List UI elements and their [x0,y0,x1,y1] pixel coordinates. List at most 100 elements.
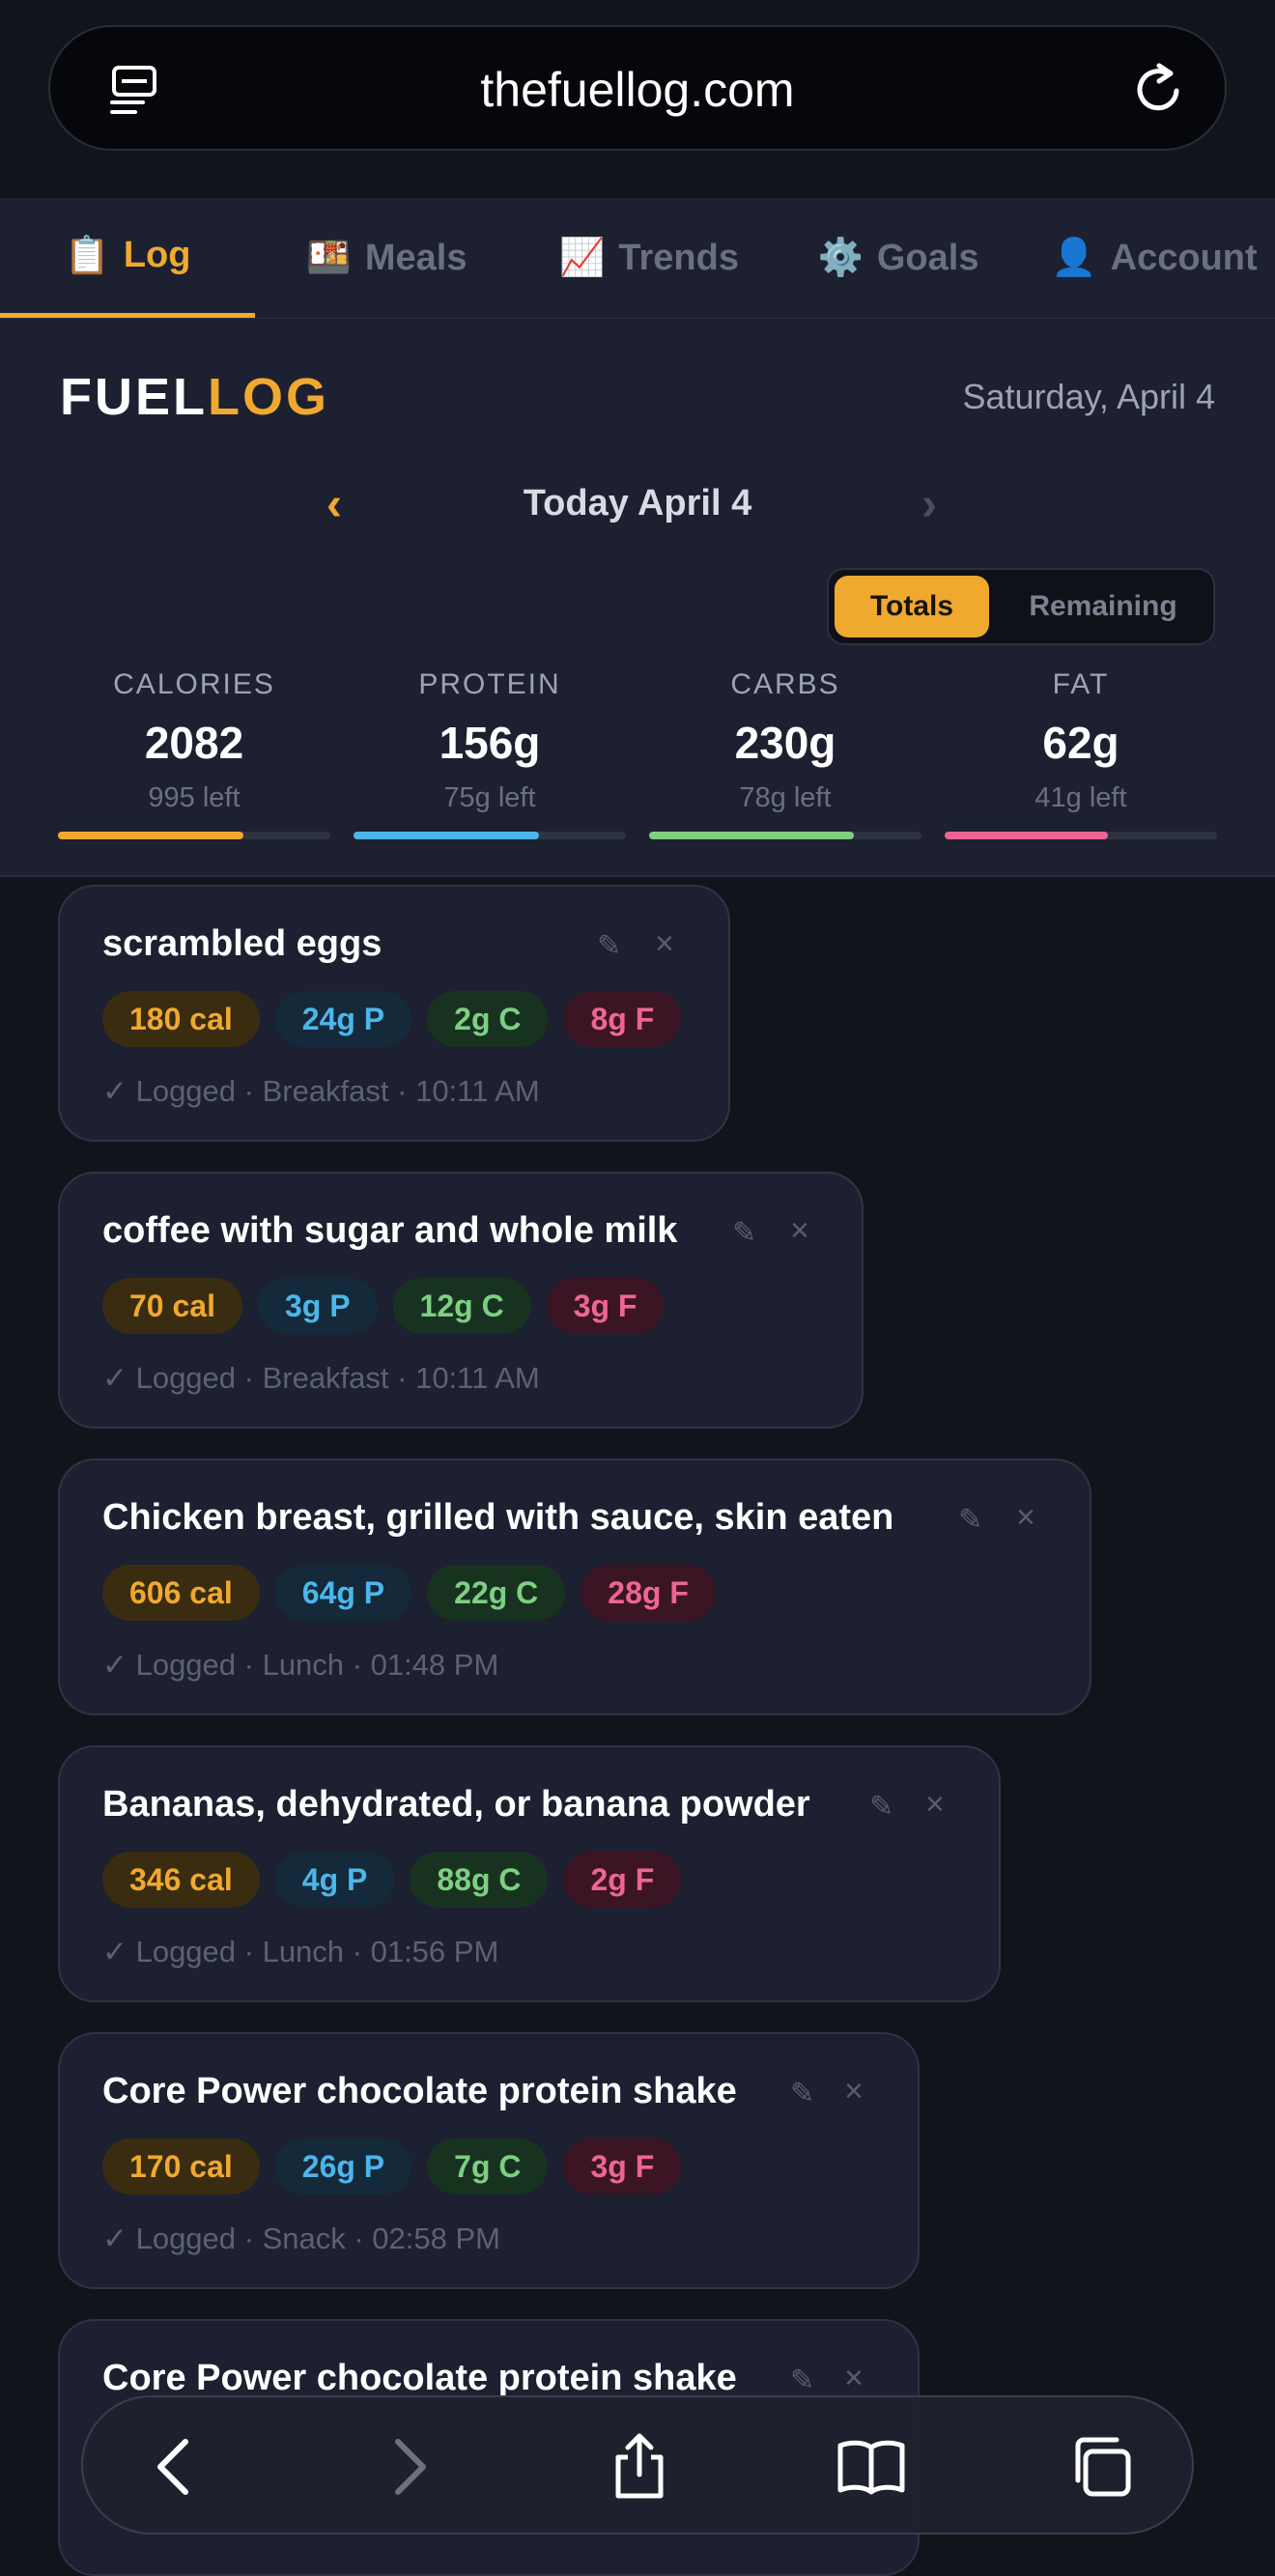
fat-chip: 3g F [546,1278,665,1334]
protein-chip: 64g P [274,1565,412,1621]
entry-name: Chicken breast, grilled with sauce, skin… [102,1497,894,1538]
macro-chips: 606 cal 64g P 22g C 28g F [102,1565,716,1621]
brand-logo: FUELLOG [60,367,329,427]
food-entry-card[interactable]: Chicken breast, grilled with sauce, skin… [58,1458,1091,1715]
entry-name: Bananas, dehydrated, or banana powder [102,1784,810,1825]
bento-icon: 🍱 [305,238,352,278]
progress-bar [649,832,921,839]
edit-icon[interactable]: ✎ [790,2078,815,2109]
calories-chip: 180 cal [102,991,260,1047]
food-entry-card[interactable]: coffee with sugar and whole milk ✎ × 70 … [58,1172,864,1429]
delete-icon[interactable]: × [790,1212,809,1249]
fat-chip: 8g F [563,991,682,1047]
delete-icon[interactable]: × [844,2360,864,2396]
stat-remaining: 995 left [148,782,241,813]
back-icon[interactable] [141,2432,211,2502]
stat-remaining: 75g left [443,782,536,813]
carbs-chip: 7g C [427,2138,549,2194]
protein-chip: 3g P [257,1278,378,1334]
tab-label: Goals [876,237,979,278]
tab-label: Meals [364,237,468,278]
progress-fill [354,832,539,839]
stat-calories: CALORIES 2082 995 left [58,668,330,839]
calories-chip: 346 cal [102,1852,260,1908]
entry-name: coffee with sugar and whole milk [102,1210,678,1251]
progress-bar [58,832,330,839]
progress-bar [354,832,626,839]
stat-protein: PROTEIN 156g 75g left [354,668,626,839]
edit-icon[interactable]: ✎ [958,1504,983,1536]
tab-goals[interactable]: ⚙️ Goals [792,198,1005,318]
tab-label: Trends [618,237,739,278]
stat-value: 62g [1042,718,1119,768]
delete-icon[interactable]: × [844,2073,864,2109]
edit-icon[interactable]: ✎ [732,1217,757,1249]
clipboard-icon: 📋 [64,235,110,276]
tab-log[interactable]: 📋 Log [0,198,255,318]
browser-toolbar [81,2395,1194,2534]
stat-value: 230g [734,718,836,768]
stat-label: PROTEIN [418,668,561,700]
address-bar[interactable]: thefuellog.com [48,25,1227,151]
delete-icon[interactable]: × [1016,1499,1035,1536]
macro-chips: 170 cal 26g P 7g C 3g F [102,2138,682,2194]
remaining-toggle-button[interactable]: Remaining [1029,590,1177,622]
edit-icon[interactable]: ✎ [597,930,622,962]
user-icon: 👤 [1051,238,1097,278]
next-day-button[interactable]: › [921,479,937,530]
food-entry-card[interactable]: Bananas, dehydrated, or banana powder ✎ … [58,1745,1001,2002]
entry-meta: ✓ Logged · Lunch · 01:48 PM [102,1648,499,1682]
stat-value: 2082 [144,718,244,768]
share-icon[interactable] [605,2432,674,2502]
stat-remaining: 41g left [1034,782,1127,813]
url-text[interactable]: thefuellog.com [480,63,795,117]
app-tabs: 📋 Log 🍱 Meals 📈 Trends ⚙️ Goals 👤 Accoun… [0,198,1275,320]
totals-toggle-button[interactable]: Totals [835,576,989,637]
tab-meals[interactable]: 🍱 Meals [270,198,502,318]
food-entry-card[interactable]: Core Power chocolate protein shake ✎ × 1… [58,2032,920,2289]
tabs-icon[interactable] [1066,2432,1136,2502]
edit-icon[interactable]: ✎ [790,2364,815,2396]
brand-log: LOG [208,368,329,426]
browser-chrome: thefuellog.com [0,0,1275,198]
food-entry-card[interactable]: scrambled eggs ✎ × 180 cal 24g P 2g C 8g… [58,885,730,1142]
calories-chip: 70 cal [102,1278,242,1334]
progress-fill [649,832,854,839]
macro-chips: 346 cal 4g P 88g C 2g F [102,1852,682,1908]
carbs-chip: 22g C [427,1565,566,1621]
fat-chip: 28g F [581,1565,716,1621]
tab-account[interactable]: 👤 Account [1034,198,1275,318]
fat-chip: 2g F [563,1852,682,1908]
stat-label: CARBS [730,668,840,700]
edit-icon[interactable]: ✎ [869,1791,894,1823]
delete-icon[interactable]: × [925,1786,945,1823]
current-date: Saturday, April 4 [962,377,1215,416]
stat-remaining: 78g left [739,782,832,813]
macro-chips: 180 cal 24g P 2g C 8g F [102,991,682,1047]
reload-icon[interactable] [1130,60,1188,118]
reader-mode-icon[interactable] [108,64,160,116]
stat-label: FAT [1052,668,1110,700]
delete-icon[interactable]: × [655,925,674,962]
entry-name: Core Power chocolate protein shake [102,2071,737,2111]
progress-bar [945,832,1217,839]
totals-remaining-toggle: Totals Remaining [827,568,1215,645]
protein-chip: 4g P [274,1852,395,1908]
carbs-chip: 12g C [392,1278,531,1334]
tab-label: Account [1110,237,1258,278]
calories-chip: 606 cal [102,1565,260,1621]
tab-trends[interactable]: 📈 Trends [533,198,765,318]
stat-fat: FAT 62g 41g left [945,668,1217,839]
entry-meta: ✓ Logged · Breakfast · 10:11 AM [102,1074,540,1108]
carbs-chip: 2g C [427,991,549,1047]
bookmarks-icon[interactable] [836,2432,906,2502]
forward-icon[interactable] [373,2432,442,2502]
entry-meta: ✓ Logged · Lunch · 01:56 PM [102,1935,499,1968]
entry-name: Core Power chocolate protein shake [102,2358,737,2398]
prev-day-button[interactable]: ‹ [326,479,342,530]
stat-label: CALORIES [113,668,275,700]
chart-icon: 📈 [559,238,606,278]
calories-chip: 170 cal [102,2138,260,2194]
entry-meta: ✓ Logged · Snack · 02:58 PM [102,2222,500,2255]
protein-chip: 26g P [274,2138,412,2194]
